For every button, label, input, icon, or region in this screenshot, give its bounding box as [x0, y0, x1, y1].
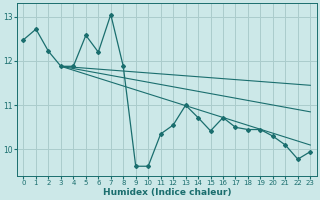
X-axis label: Humidex (Indice chaleur): Humidex (Indice chaleur) — [103, 188, 231, 197]
